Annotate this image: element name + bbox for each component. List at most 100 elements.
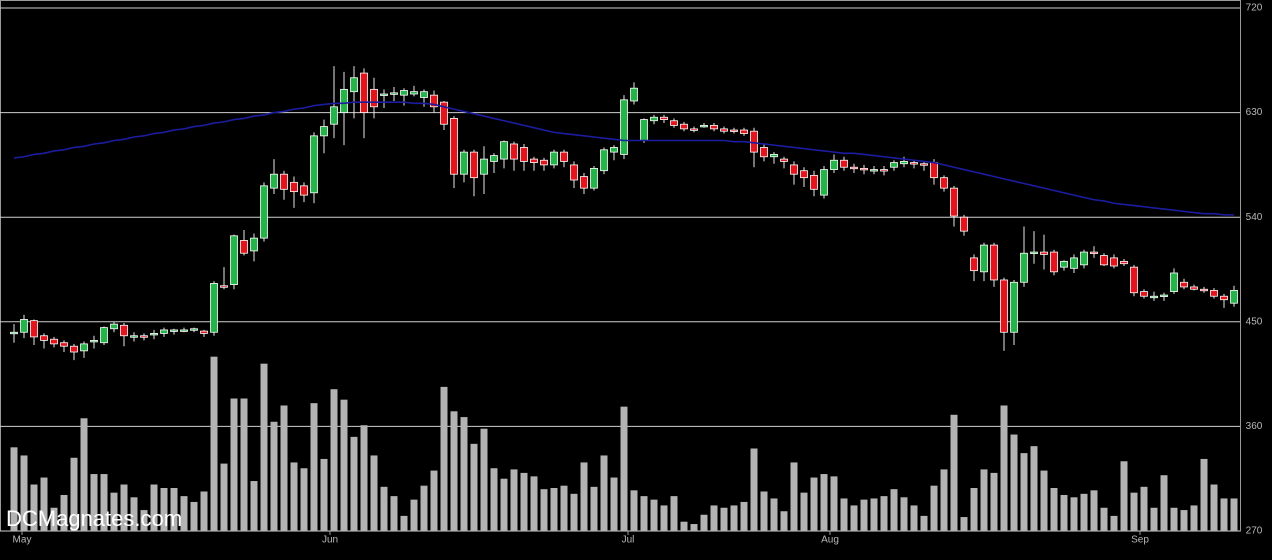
volume-bar: [730, 505, 738, 531]
volume-bar: [1100, 507, 1108, 531]
candle-body: [270, 173, 278, 189]
candle-body: [150, 333, 158, 336]
volume-bar: [850, 505, 858, 531]
volume-bar: [940, 469, 948, 531]
candle-body: [80, 343, 88, 352]
candle-body: [1090, 251, 1098, 254]
candle-body: [390, 92, 398, 95]
candle-body: [1010, 281, 1018, 333]
candle-body: [170, 329, 178, 332]
volume-bar: [530, 476, 538, 531]
volume-bar: [510, 469, 518, 531]
volume-bar: [260, 363, 268, 531]
candle-body: [1020, 252, 1028, 283]
candle-body: [880, 169, 888, 172]
candle-body: [100, 327, 108, 344]
candle-body: [680, 123, 688, 130]
candle-body: [650, 116, 658, 122]
candle-body: [1210, 290, 1218, 297]
volume-bar: [390, 496, 398, 531]
candle-body: [210, 283, 218, 333]
x-tick-label: Aug: [821, 535, 839, 546]
volume-bar: [990, 472, 998, 531]
candle-body: [1070, 257, 1078, 269]
y-tick-label: 630: [1246, 107, 1263, 118]
volume-bar: [1040, 470, 1048, 531]
candle-body: [350, 77, 358, 93]
moving-average: [13, 101, 1234, 216]
volume-bar: [420, 485, 428, 531]
volume-bar: [680, 521, 688, 531]
volume-bar: [880, 496, 888, 531]
candle-body: [1220, 295, 1228, 301]
volume-bar: [640, 496, 648, 531]
volume-bar: [1140, 486, 1148, 531]
volume-bar: [400, 515, 408, 531]
candle-body: [30, 320, 38, 338]
candle-body: [60, 342, 68, 347]
candle-body: [230, 235, 238, 286]
volume-bar: [1000, 405, 1008, 531]
volume-bar: [220, 463, 228, 531]
volume-bar: [1030, 446, 1038, 531]
volume-bar: [690, 524, 698, 531]
candle-body: [1190, 286, 1198, 290]
candle-body: [900, 161, 908, 165]
candle-body: [980, 244, 988, 273]
candle-body: [160, 329, 168, 334]
candle-body: [70, 345, 78, 353]
volume-bar: [550, 487, 558, 531]
volume-bar: [460, 417, 468, 531]
candle-body: [920, 163, 928, 166]
candle-body: [840, 159, 848, 168]
volume-bar: [1080, 493, 1088, 531]
volume-bar: [130, 497, 138, 531]
volume-bar: [520, 472, 528, 531]
candle-body: [560, 151, 568, 162]
y-tick-label: 720: [1246, 3, 1263, 14]
volume-bar: [960, 517, 968, 531]
candle-body: [630, 87, 638, 102]
volume-bar: [910, 505, 918, 531]
volume-bar: [350, 436, 358, 531]
candle-body: [510, 143, 518, 160]
candle-body: [610, 147, 618, 153]
volume-bar: [1190, 505, 1198, 531]
candle-body: [1140, 291, 1148, 297]
volume-bar: [240, 398, 248, 531]
candle-body: [470, 151, 478, 179]
x-tick-label: Sep: [1131, 535, 1149, 546]
candle-body: [730, 129, 738, 132]
candle-body: [180, 329, 188, 332]
candle-body: [570, 164, 578, 181]
candle-body: [970, 257, 978, 272]
volume-bar: [540, 489, 548, 531]
volume-bar: [280, 405, 288, 531]
volume-bar: [1230, 498, 1238, 531]
candle-body: [1080, 251, 1088, 266]
volume-bar: [1120, 461, 1128, 531]
candle-body: [950, 187, 958, 217]
candle-body: [1030, 251, 1038, 254]
y-tick-label: 270: [1246, 526, 1263, 537]
volume-bar: [490, 468, 498, 531]
candle-body: [1150, 295, 1158, 299]
volume-bar: [60, 494, 68, 531]
volume-bar: [20, 455, 28, 531]
candle-body: [40, 335, 48, 341]
candle-body: [440, 101, 448, 125]
volume-bar: [30, 484, 38, 531]
volume-bar: [890, 489, 898, 531]
volume-bar: [860, 499, 868, 531]
volume-bar: [300, 468, 308, 531]
volume-bar: [1150, 507, 1158, 531]
volume-bar: [470, 443, 478, 531]
volume-bar: [330, 389, 338, 531]
volume-bar: [230, 398, 238, 531]
candle-body: [720, 128, 728, 132]
candle-body: [590, 167, 598, 189]
candle-body: [800, 170, 808, 179]
candle-body: [930, 162, 938, 179]
candle-body: [910, 162, 918, 165]
candle-body: [760, 147, 768, 158]
